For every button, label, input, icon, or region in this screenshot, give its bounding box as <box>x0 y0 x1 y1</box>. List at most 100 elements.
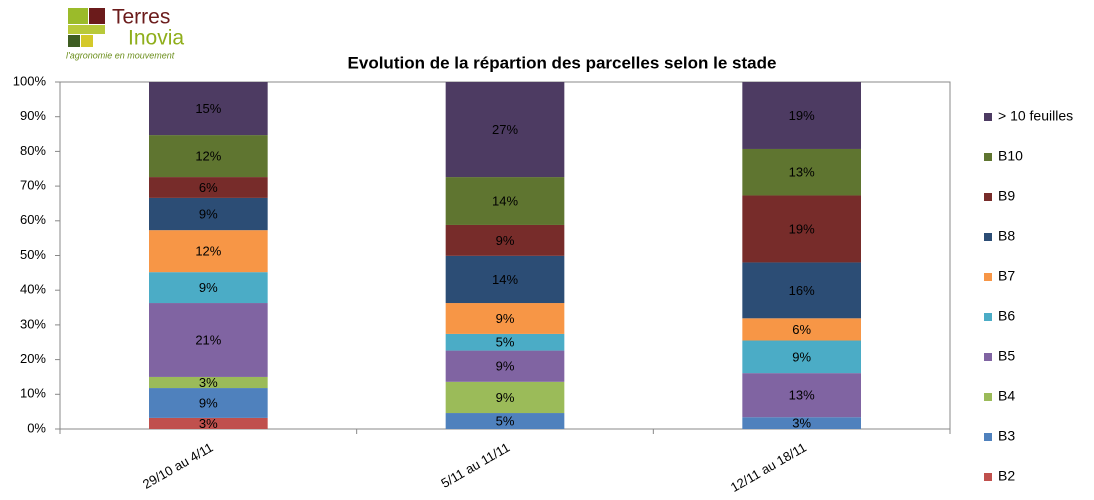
data-label: 12% <box>195 244 221 259</box>
data-label: 3% <box>792 416 811 431</box>
legend-label: B5 <box>998 348 1015 364</box>
legend-label: B9 <box>998 188 1015 204</box>
bar-segment <box>742 262 861 319</box>
logo-square <box>68 25 105 34</box>
bar-segment <box>742 82 861 149</box>
bar-segment <box>149 272 268 304</box>
bar-segment <box>149 376 268 389</box>
legend-marker <box>984 273 992 281</box>
data-label: 16% <box>789 283 815 298</box>
x-tick-label: 12/11 au 18/11 <box>728 440 809 495</box>
legend-marker <box>984 193 992 201</box>
bar-segment <box>149 417 268 429</box>
logo-tagline: l'agronomie en mouvement <box>66 50 175 60</box>
logo-text: Terres <box>112 6 170 29</box>
data-label: 12% <box>195 149 221 164</box>
bar-segment <box>742 340 861 374</box>
bar-segment <box>149 388 268 418</box>
y-tick-label: 100% <box>13 73 47 88</box>
data-label: 9% <box>199 206 218 221</box>
legend-label: B10 <box>998 148 1023 164</box>
y-tick-label: 50% <box>20 247 46 262</box>
logo-square <box>81 35 93 47</box>
legend-label: B6 <box>998 308 1015 324</box>
bar-segment <box>445 350 565 382</box>
data-label: 14% <box>492 272 518 287</box>
bar-segment <box>149 135 268 178</box>
legend-label: B2 <box>998 468 1015 484</box>
bar-segment <box>742 148 861 196</box>
legend-marker <box>984 473 992 481</box>
bar-segment <box>149 177 268 198</box>
data-label: 5% <box>496 335 515 350</box>
legend-marker <box>984 313 992 321</box>
x-tick-label: 29/10 au 4/11 <box>140 440 216 492</box>
data-label: 6% <box>792 322 811 337</box>
data-label: 13% <box>789 165 815 180</box>
data-label: 21% <box>195 332 221 347</box>
bar-segment <box>445 333 565 351</box>
data-label: 9% <box>496 390 515 405</box>
data-label: 9% <box>792 349 811 364</box>
data-label: 9% <box>496 311 515 326</box>
data-label: 6% <box>199 180 218 195</box>
data-label: 19% <box>789 108 815 123</box>
data-label: 9% <box>199 395 218 410</box>
bar-segment <box>742 318 861 341</box>
data-label: 14% <box>492 193 518 208</box>
legend-marker <box>984 113 992 121</box>
data-label: 5% <box>496 413 515 428</box>
legend-marker <box>984 233 992 241</box>
logo: Terres Inovia l'agronomie en mouvement <box>66 6 184 61</box>
bar-segment <box>445 177 565 225</box>
y-tick-label: 60% <box>20 212 46 227</box>
data-label: 9% <box>496 233 515 248</box>
logo-square <box>68 35 80 47</box>
bar-segment <box>445 255 565 304</box>
y-tick-label: 90% <box>20 108 46 123</box>
chart-title: Evolution de la répartion des parcelles … <box>348 53 777 72</box>
bar-segment <box>445 413 565 429</box>
logo-square <box>89 8 105 24</box>
data-label: 13% <box>789 388 815 403</box>
logo-square <box>68 8 88 24</box>
legend-label: B3 <box>998 428 1015 444</box>
bar-segment <box>445 303 565 334</box>
legend-label: B7 <box>998 268 1015 284</box>
y-tick-label: 80% <box>20 143 46 158</box>
data-label: 15% <box>195 101 221 116</box>
legend-marker <box>984 433 992 441</box>
bar-segment <box>149 197 268 231</box>
y-tick-label: 30% <box>20 316 46 331</box>
bar-segment <box>149 230 268 273</box>
bar-segment <box>742 417 861 429</box>
bar-segment <box>445 224 565 256</box>
legend-marker <box>984 353 992 361</box>
data-label: 9% <box>496 359 515 374</box>
y-tick-label: 0% <box>27 420 46 435</box>
legend-label: B8 <box>998 228 1015 244</box>
bar-segment <box>149 82 268 136</box>
data-label: 3% <box>199 375 218 390</box>
logo-text: Inovia <box>128 27 184 50</box>
legend-label: B4 <box>998 388 1015 404</box>
legend-marker <box>984 393 992 401</box>
data-label: 27% <box>492 122 518 137</box>
legend-label: > 10 feuilles <box>998 108 1073 124</box>
data-label: 19% <box>789 221 815 236</box>
data-label: 3% <box>199 416 218 431</box>
data-label: 9% <box>199 280 218 295</box>
y-tick-label: 70% <box>20 178 46 193</box>
bar-segment <box>445 381 565 414</box>
bar-segment <box>742 195 861 263</box>
bar-segment <box>149 303 268 377</box>
legend-marker <box>984 153 992 161</box>
y-tick-label: 40% <box>20 282 46 297</box>
bar-segment <box>742 373 861 418</box>
y-tick-label: 10% <box>20 386 46 401</box>
y-tick-label: 20% <box>20 351 46 366</box>
bar-segment <box>445 82 565 178</box>
x-tick-label: 5/11 au 11/11 <box>438 440 512 491</box>
